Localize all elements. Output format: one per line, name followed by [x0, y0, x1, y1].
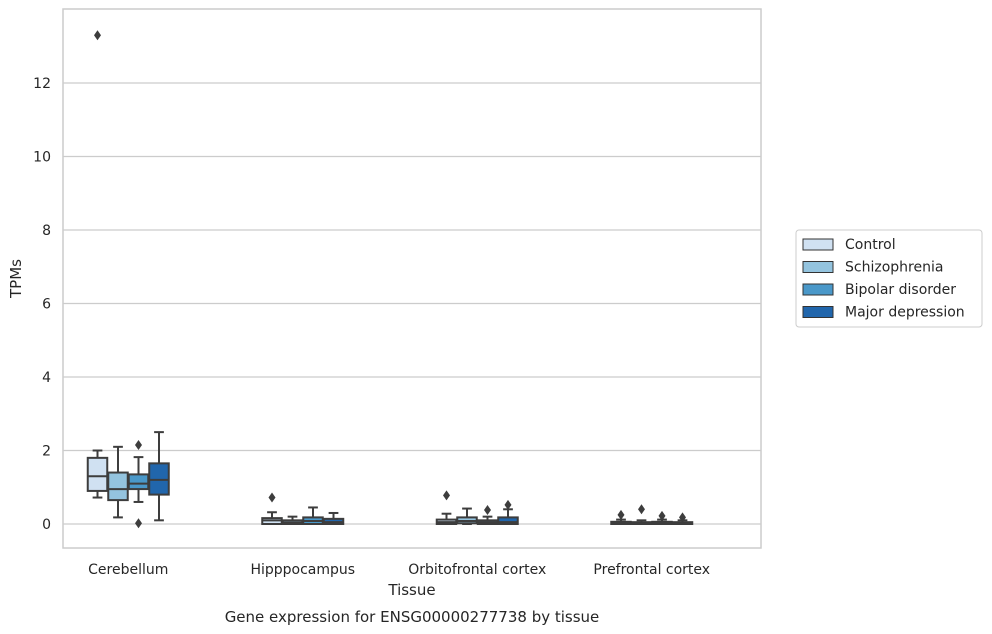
- box-bipolar-disorder: [476, 505, 499, 526]
- y-axis-title: TPMs: [7, 259, 25, 299]
- outlier-point: [638, 504, 645, 515]
- box-major-depression: [671, 512, 694, 525]
- y-tick-labels: 0 2 4 6 8 10 12: [33, 76, 51, 533]
- box-schizophrenia: [107, 445, 129, 519]
- legend-label: Schizophrenia: [845, 260, 943, 276]
- x-axis-title: Tissue: [387, 581, 435, 599]
- legend-label: Bipolar disorder: [845, 282, 956, 298]
- box-schizophrenia: [630, 504, 653, 525]
- box-body: [107, 471, 129, 502]
- box-control: [610, 509, 632, 525]
- outlier-point: [504, 499, 512, 510]
- x-tick-labels: Cerebellum Hipppocampus Orbitofrontal cort…: [88, 562, 710, 578]
- box-schizophrenia: [456, 507, 478, 525]
- x-tick-label: Cerebellum: [88, 562, 168, 578]
- box-major-depression: [148, 431, 170, 522]
- legend-swatch: [802, 283, 834, 296]
- box-control: [86, 30, 109, 499]
- legend: Control Schizophrenia Bipolar disorder Majo…: [795, 229, 983, 328]
- x-tick-label: Orbitofrontal cortex: [408, 562, 546, 578]
- box-schizophrenia: [281, 515, 304, 526]
- outlier-point: [617, 509, 625, 520]
- x-tick-label: Prefrontal cortex: [593, 562, 710, 578]
- outlier-point: [484, 505, 491, 516]
- y-tick-label: 2: [42, 444, 51, 460]
- box-bipolar-disorder: [302, 506, 324, 526]
- y-tick-label: 8: [42, 223, 51, 239]
- box-bipolar-disorder: [127, 439, 150, 529]
- box-major-depression: [322, 511, 345, 525]
- plot-frame: [62, 8, 762, 549]
- box-major-depression: [497, 499, 519, 526]
- outlier-point: [268, 492, 276, 503]
- x-tick-label: Hipppocampus: [250, 562, 355, 578]
- legend-swatch: [802, 306, 834, 318]
- box-control: [261, 492, 283, 525]
- legend-frame: [795, 229, 983, 328]
- outlier-point: [135, 439, 142, 450]
- box-body: [127, 473, 150, 491]
- box-body: [497, 516, 519, 526]
- y-tick-label: 6: [42, 297, 51, 313]
- y-tick-label: 12: [33, 76, 51, 92]
- box-body: [86, 456, 109, 492]
- gridlines: [63, 82, 761, 525]
- y-tick-label: 4: [42, 370, 51, 386]
- boxes-layer: [86, 30, 694, 529]
- outlier-point: [135, 518, 142, 529]
- legend-label: Control: [845, 237, 896, 253]
- box-bipolar-disorder: [651, 510, 673, 525]
- outlier-point: [658, 510, 666, 521]
- box-control: [435, 490, 458, 526]
- chart-caption: Gene expression for ENSG00000277738 by t…: [225, 608, 600, 626]
- outlier-point: [679, 512, 686, 523]
- y-tick-label: 0: [42, 517, 51, 533]
- legend-swatch: [802, 261, 834, 273]
- outlier-point: [94, 30, 101, 41]
- legend-label: Major depression: [845, 305, 965, 321]
- y-tick-label: 10: [33, 150, 51, 166]
- legend-swatch: [802, 238, 834, 251]
- outlier-point: [443, 490, 450, 501]
